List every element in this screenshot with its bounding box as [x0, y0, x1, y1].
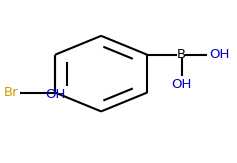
Text: Br: Br	[4, 86, 18, 99]
Text: OH: OH	[45, 88, 65, 101]
Text: OH: OH	[171, 78, 192, 91]
Text: OH: OH	[209, 48, 230, 61]
Text: B: B	[177, 48, 186, 61]
